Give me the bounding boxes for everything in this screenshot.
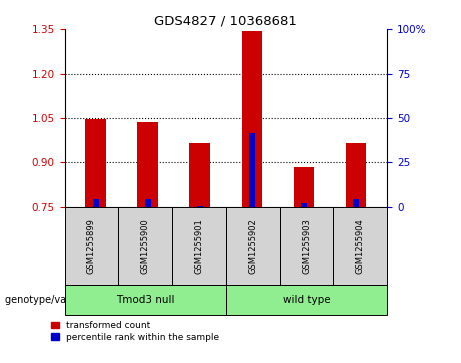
Legend: transformed count, percentile rank within the sample: transformed count, percentile rank withi… (51, 321, 219, 342)
Text: GSM1255901: GSM1255901 (195, 218, 203, 274)
Bar (346, 143, 366, 207)
Bar (137, 122, 158, 207)
Text: GSM1255900: GSM1255900 (141, 218, 150, 274)
Bar (301, 203, 307, 207)
Bar (197, 206, 203, 207)
Text: GSM1255902: GSM1255902 (248, 218, 257, 274)
Title: GDS4827 / 10368681: GDS4827 / 10368681 (154, 15, 297, 28)
Text: GSM1255903: GSM1255903 (302, 218, 311, 274)
Text: wild type: wild type (283, 295, 331, 305)
Text: Tmod3 null: Tmod3 null (116, 295, 174, 305)
Text: GSM1255904: GSM1255904 (356, 218, 365, 274)
Text: GSM1255899: GSM1255899 (87, 218, 96, 274)
Bar (189, 143, 210, 207)
Bar (242, 30, 262, 207)
Bar (294, 167, 314, 207)
Bar (93, 200, 99, 207)
Text: genotype/variation ▶: genotype/variation ▶ (5, 295, 108, 305)
Bar (353, 199, 359, 207)
Bar (249, 133, 255, 207)
Bar (85, 119, 106, 207)
Bar (145, 199, 151, 207)
